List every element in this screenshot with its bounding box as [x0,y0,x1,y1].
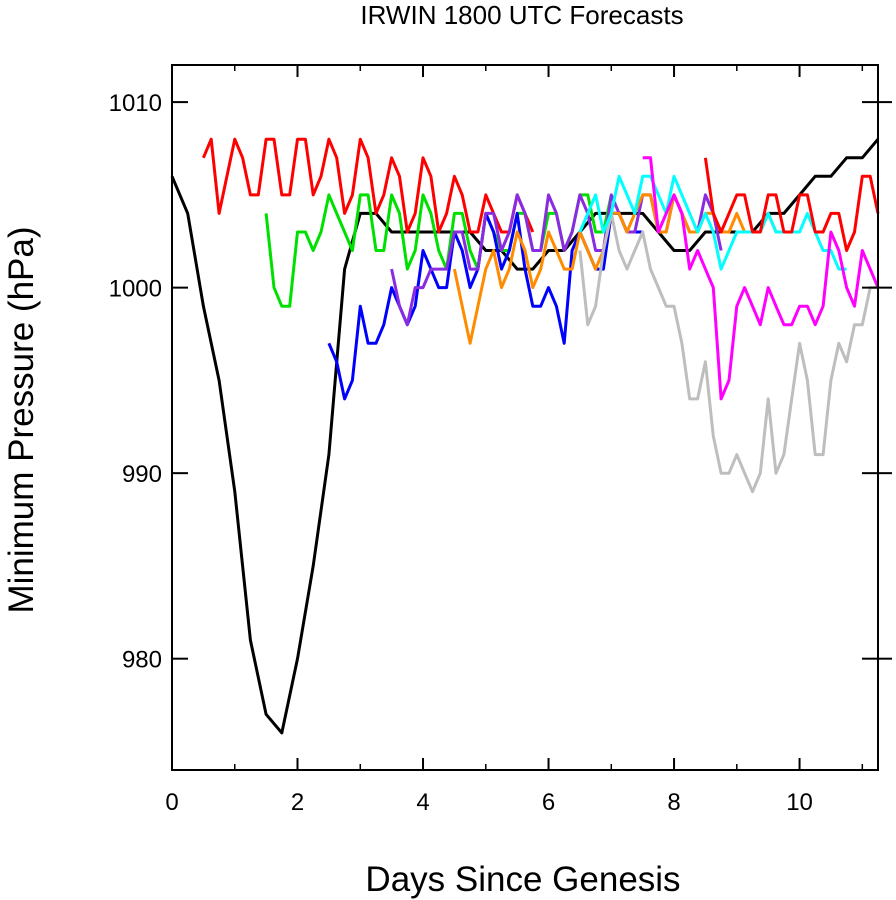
y-tick-label: 1000 [109,276,162,303]
ticks-layer: 0 2 4 6 8 10 980 990 1000 1010 [109,65,892,816]
series-layer [170,137,880,735]
x-tick-label: 2 [291,789,304,816]
y-tick-label: 1010 [109,90,162,117]
series-line-8 [578,174,847,271]
x-tick-label: 10 [786,789,813,816]
x-tick-label: 4 [416,789,429,816]
series-line-3 [264,193,613,308]
y-axis-label: Minimum Pressure (hPa) [2,226,41,613]
series-line-9 [642,156,880,401]
y-tick-label: 990 [122,461,162,488]
series-line-7 [578,211,878,494]
plot-frame [171,64,879,771]
series-line-10 [703,157,880,252]
series-line-2 [202,137,535,234]
y-tick-label: 980 [122,647,162,674]
x-tick-label: 0 [165,789,178,816]
series-line-6 [452,193,784,345]
x-tick-label: 8 [667,789,680,816]
x-axis-label: Days Since Genesis [365,860,680,899]
chart-title: IRWIN 1800 UTC Forecasts [360,0,683,30]
x-tick-label: 6 [542,789,555,816]
